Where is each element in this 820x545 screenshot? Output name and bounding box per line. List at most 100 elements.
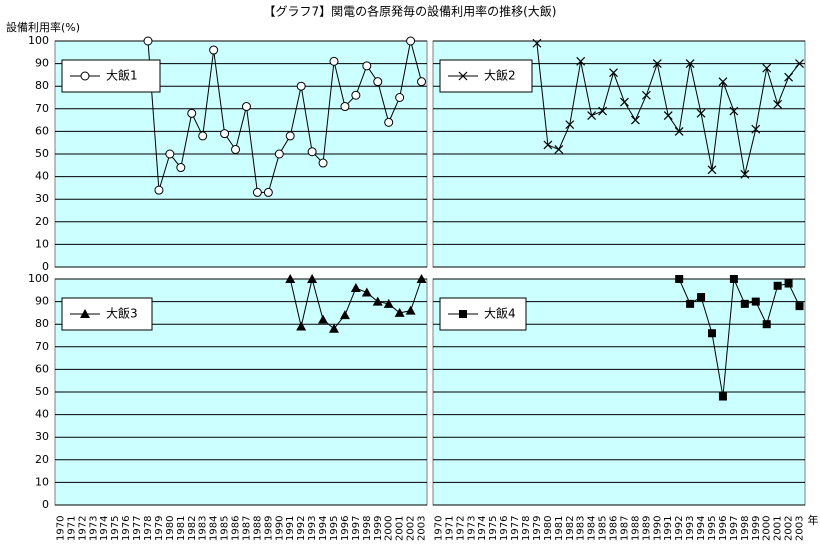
y-tick-label: 0 <box>42 498 49 511</box>
marker <box>220 129 230 139</box>
marker <box>252 187 262 197</box>
marker <box>773 281 782 290</box>
marker <box>241 102 251 112</box>
x-tick-label: 1980 <box>543 516 554 541</box>
x-tick-label: 1981 <box>176 516 187 541</box>
marker <box>697 293 706 302</box>
x-tick-label: 2000 <box>384 516 395 541</box>
y-tick-label: 70 <box>35 102 49 115</box>
x-tick-label: 2000 <box>762 516 773 541</box>
y-tick-label: 10 <box>35 237 49 250</box>
marker <box>751 124 761 134</box>
marker <box>406 36 416 46</box>
marker <box>696 108 706 118</box>
x-tick-label: 1973 <box>466 516 477 541</box>
x-tick-label: 1993 <box>685 516 696 541</box>
marker <box>187 108 197 118</box>
legend-marker <box>458 71 468 81</box>
marker <box>740 169 750 179</box>
x-tick-label: 1992 <box>674 516 685 541</box>
x-tick-label: 1989 <box>641 516 652 541</box>
marker <box>351 90 361 100</box>
x-tick-label: 1974 <box>99 516 110 541</box>
x-tick-label: 1971 <box>444 516 455 541</box>
x-axis-label: 年 <box>808 513 819 527</box>
marker <box>751 297 760 306</box>
x-tick-label: 1983 <box>198 516 209 541</box>
x-tick-label: 1993 <box>307 516 318 541</box>
marker <box>630 115 640 125</box>
x-tick-label: 1985 <box>598 516 609 541</box>
marker <box>729 106 739 116</box>
marker <box>307 274 318 283</box>
marker <box>383 298 394 308</box>
y-tick-label: 0 <box>42 260 49 273</box>
x-tick-label: 1975 <box>110 516 121 541</box>
marker <box>384 117 394 127</box>
x-tick-label: 1987 <box>241 516 252 541</box>
x-tick-label: 1973 <box>88 516 99 541</box>
marker <box>329 323 339 333</box>
legend-label: 大飯4 <box>484 306 516 321</box>
y-tick-label: 30 <box>35 192 49 205</box>
x-tick-label: 1995 <box>329 516 340 541</box>
x-tick-label: 1998 <box>740 516 751 541</box>
x-tick-label: 2001 <box>395 516 406 541</box>
legend-label: 大飯1 <box>106 68 138 83</box>
marker <box>296 321 307 331</box>
x-tick-label: 1979 <box>532 516 543 541</box>
y-tick-label: 20 <box>35 453 49 466</box>
x-tick-label: 1980 <box>165 516 176 541</box>
marker <box>641 90 651 100</box>
marker <box>663 111 673 121</box>
marker <box>274 149 284 159</box>
marker <box>372 296 383 306</box>
y-tick-label: 40 <box>35 408 49 421</box>
y-tick-label: 20 <box>35 215 49 228</box>
y-tick-label: 50 <box>35 147 49 160</box>
x-tick-label: 1991 <box>285 516 296 541</box>
marker <box>318 158 328 168</box>
marker <box>307 147 317 157</box>
x-tick-label: 1988 <box>252 516 263 541</box>
x-tick-label: 1985 <box>220 516 231 541</box>
marker <box>209 45 219 55</box>
x-tick-label: 1976 <box>121 516 132 541</box>
marker <box>329 56 339 66</box>
x-tick-label: 1988 <box>630 516 641 541</box>
marker <box>339 310 350 320</box>
marker <box>762 63 772 73</box>
x-tick-label: 1983 <box>576 516 587 541</box>
x-tick-label: 1970 <box>433 516 444 541</box>
marker <box>795 302 804 311</box>
marker <box>784 279 793 288</box>
y-axis-label: 設備利用率(%) <box>6 20 80 34</box>
marker <box>565 120 575 130</box>
marker <box>708 329 716 338</box>
x-tick-label: 1975 <box>488 516 499 541</box>
x-tick-label: 1978 <box>143 516 154 541</box>
x-tick-label: 1984 <box>587 516 598 541</box>
x-tick-label: 1978 <box>521 516 532 541</box>
x-tick-label: 1992 <box>296 516 307 541</box>
x-tick-label: 1979 <box>154 516 165 541</box>
marker <box>718 392 727 401</box>
x-tick-label: 1977 <box>510 516 521 541</box>
x-tick-label: 1995 <box>707 516 718 541</box>
x-tick-label: 1999 <box>751 516 762 541</box>
x-tick-label: 1971 <box>66 516 77 541</box>
marker <box>609 68 618 78</box>
legend-marker <box>459 310 467 318</box>
y-tick-label: 60 <box>35 124 49 137</box>
marker <box>350 283 361 293</box>
legend-label: 大飯2 <box>484 68 516 83</box>
x-tick-label: 1982 <box>187 516 198 541</box>
x-tick-label: 1986 <box>609 516 620 541</box>
marker <box>373 77 383 87</box>
y-tick-label: 100 <box>28 272 49 285</box>
x-tick-label: 1981 <box>554 516 565 541</box>
y-tick-label: 40 <box>35 170 49 183</box>
marker <box>362 61 372 71</box>
x-tick-label: 1987 <box>619 516 630 541</box>
